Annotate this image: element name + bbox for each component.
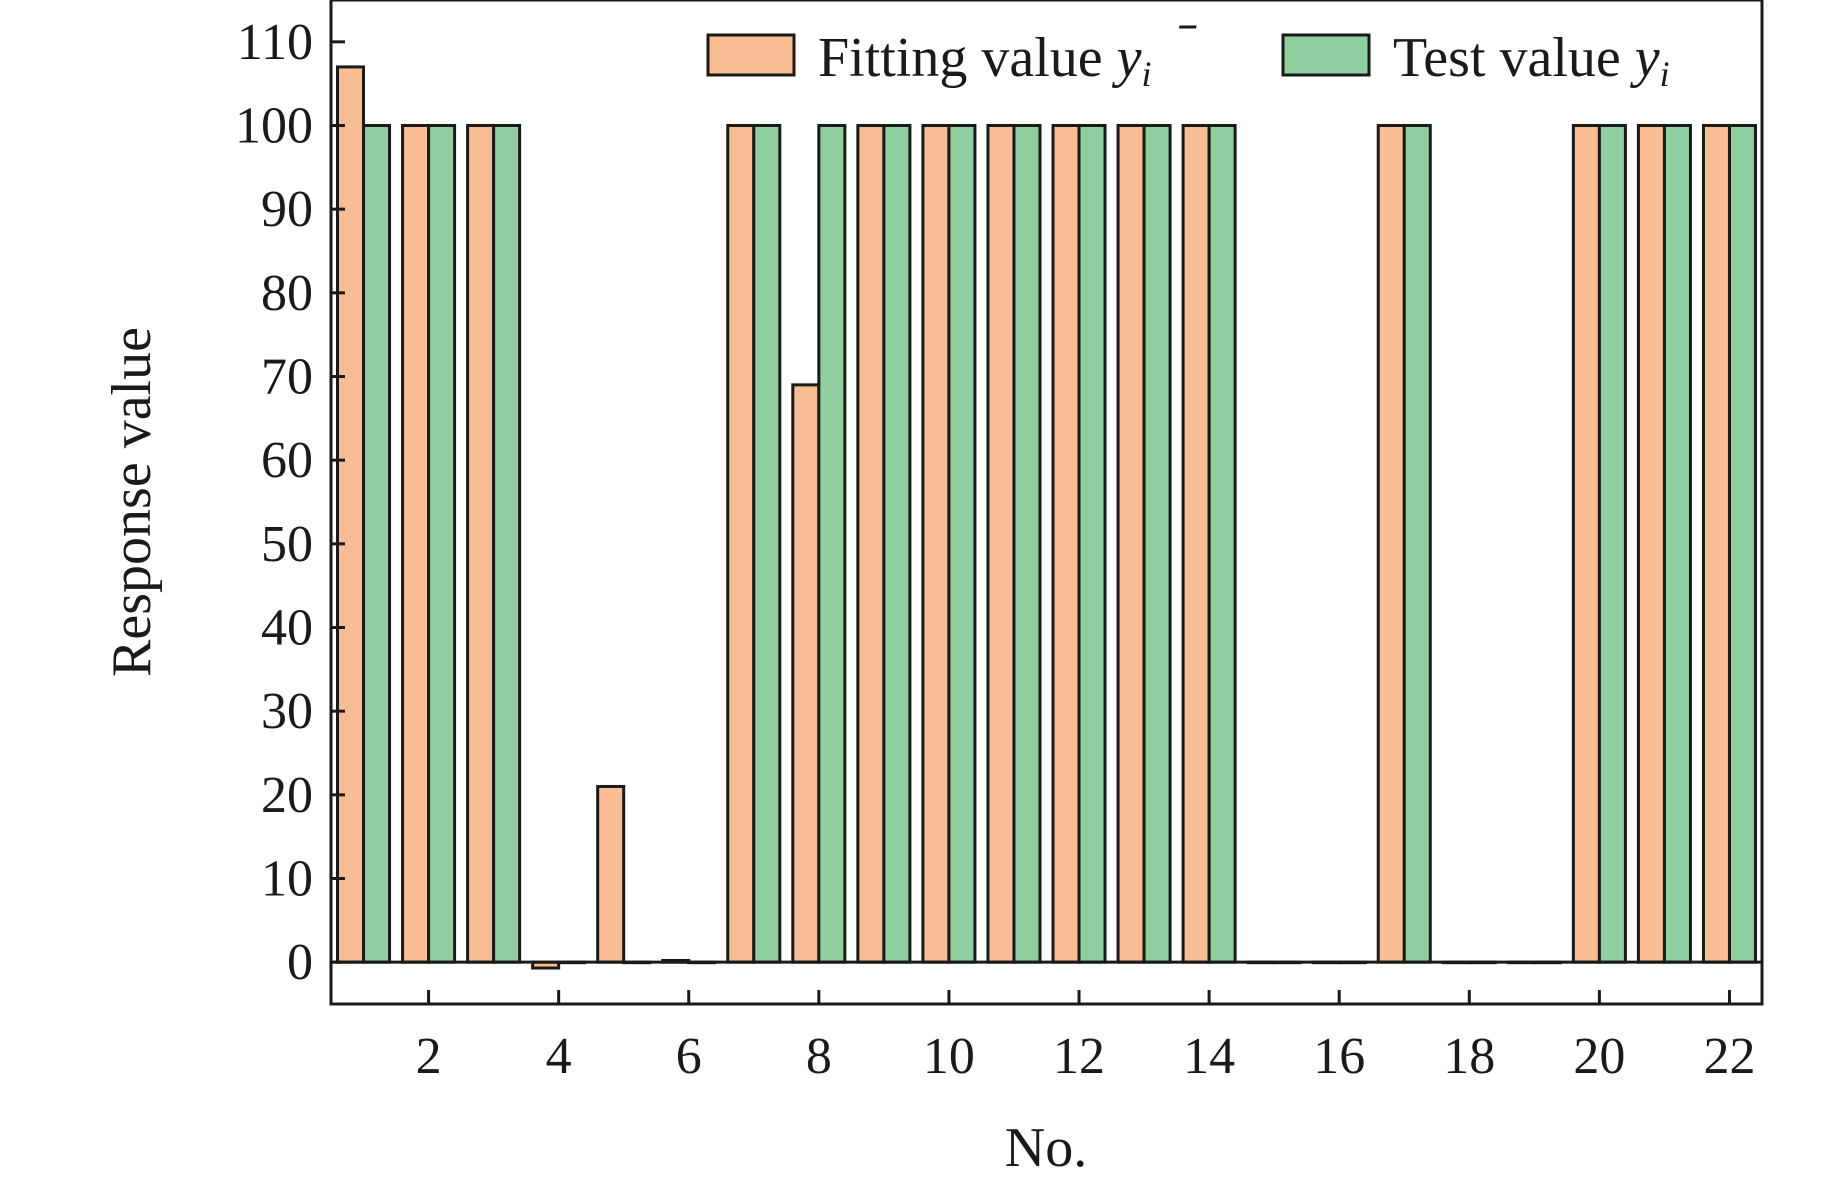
y-axis: 0 10 20 30 40 50 60 70 80 90 100 110	[235, 14, 345, 991]
legend-item-fitting-value: Fitting value yi ̄	[706, 24, 1197, 94]
bar-fitting-value-22	[1701, 124, 1731, 964]
y-tick-label: 100	[235, 98, 313, 155]
legend-label-test-value: Test value yi	[1393, 27, 1670, 94]
bar-test-value-14	[1207, 124, 1237, 964]
y-tick-label: 60	[261, 432, 313, 489]
bar-fitting-value-11	[986, 124, 1016, 964]
bar-fitting-value-3	[466, 124, 496, 964]
x-tick-label: 2	[416, 1028, 442, 1085]
x-tick-label: 16	[1313, 1028, 1365, 1085]
x-tick-label: 12	[1053, 1028, 1105, 1085]
bar-fitting-value-12	[1051, 124, 1081, 964]
bar-test-value-17	[1402, 124, 1432, 964]
bar-test-value-8	[817, 124, 847, 964]
y-tick-label: 70	[261, 349, 313, 406]
bar-test-value-13	[1142, 124, 1172, 964]
bar-test-value-20	[1597, 124, 1627, 964]
bar-fitting-value-17	[1376, 124, 1406, 964]
bar-test-value-7	[752, 124, 782, 964]
x-tick-label: 22	[1703, 1028, 1755, 1085]
x-tick-label: 14	[1183, 1028, 1235, 1085]
y-tick-label: 20	[261, 767, 313, 824]
bar-test-value-11	[1012, 124, 1042, 964]
y-axis-title: Response value	[101, 327, 163, 677]
legend-label-fitting-value: Fitting value yi	[818, 27, 1152, 94]
bar-fitting-value-10	[921, 124, 951, 964]
bar-fitting-value-7	[726, 124, 756, 964]
bar-fitting-value-2	[401, 124, 431, 964]
bar-test-value-2	[427, 124, 457, 964]
plot-frame	[329, 0, 1764, 1006]
x-axis-title: No.	[1005, 1117, 1087, 1179]
bar-test-value-9	[882, 124, 912, 964]
x-tick-label: 20	[1573, 1028, 1625, 1085]
bar-fitting-value-20	[1571, 124, 1601, 964]
legend-item-test-value: Test value yi	[1281, 27, 1670, 94]
legend-overbar-fitting-value: ̄	[1178, 24, 1197, 28]
y-tick-label: 110	[237, 14, 313, 71]
bar-fitting-value-5	[596, 784, 626, 964]
legend: Fitting value yi ̄ Test value yi	[706, 24, 1670, 94]
y-tick-label: 80	[261, 265, 313, 322]
x-tick-label: 18	[1443, 1028, 1495, 1085]
x-tick-label: 10	[923, 1028, 975, 1085]
x-tick-label: 8	[806, 1028, 832, 1085]
bar-test-value-22	[1727, 124, 1757, 964]
y-tick-label: 0	[287, 934, 313, 991]
bar-test-value-3	[492, 124, 522, 964]
bar-fitting-value-8	[791, 383, 821, 964]
bar-fitting-value-1	[336, 65, 366, 964]
x-axis: 2 4 6 8 10 12 14 16 18 20 22	[416, 990, 1755, 1085]
x-tick-label: 4	[546, 1028, 572, 1085]
bars-layer	[336, 65, 1757, 970]
legend-swatch-test-value	[1281, 33, 1371, 77]
bar-fitting-value-21	[1636, 124, 1666, 964]
y-tick-label: 90	[261, 181, 313, 238]
bar-fitting-value-13	[1116, 124, 1146, 964]
bar-test-value-12	[1077, 124, 1107, 964]
x-tick-label: 6	[676, 1028, 702, 1085]
legend-swatch-fitting-value	[706, 33, 796, 77]
y-tick-label: 30	[261, 683, 313, 740]
y-tick-label: 50	[261, 516, 313, 573]
bar-test-value-21	[1662, 124, 1692, 964]
bar-test-value-10	[947, 124, 977, 964]
y-tick-label: 10	[261, 851, 313, 908]
bar-test-value-1	[362, 124, 392, 964]
y-tick-label: 40	[261, 600, 313, 657]
bar-fitting-value-9	[856, 124, 886, 964]
bar-fitting-value-14	[1181, 124, 1211, 964]
